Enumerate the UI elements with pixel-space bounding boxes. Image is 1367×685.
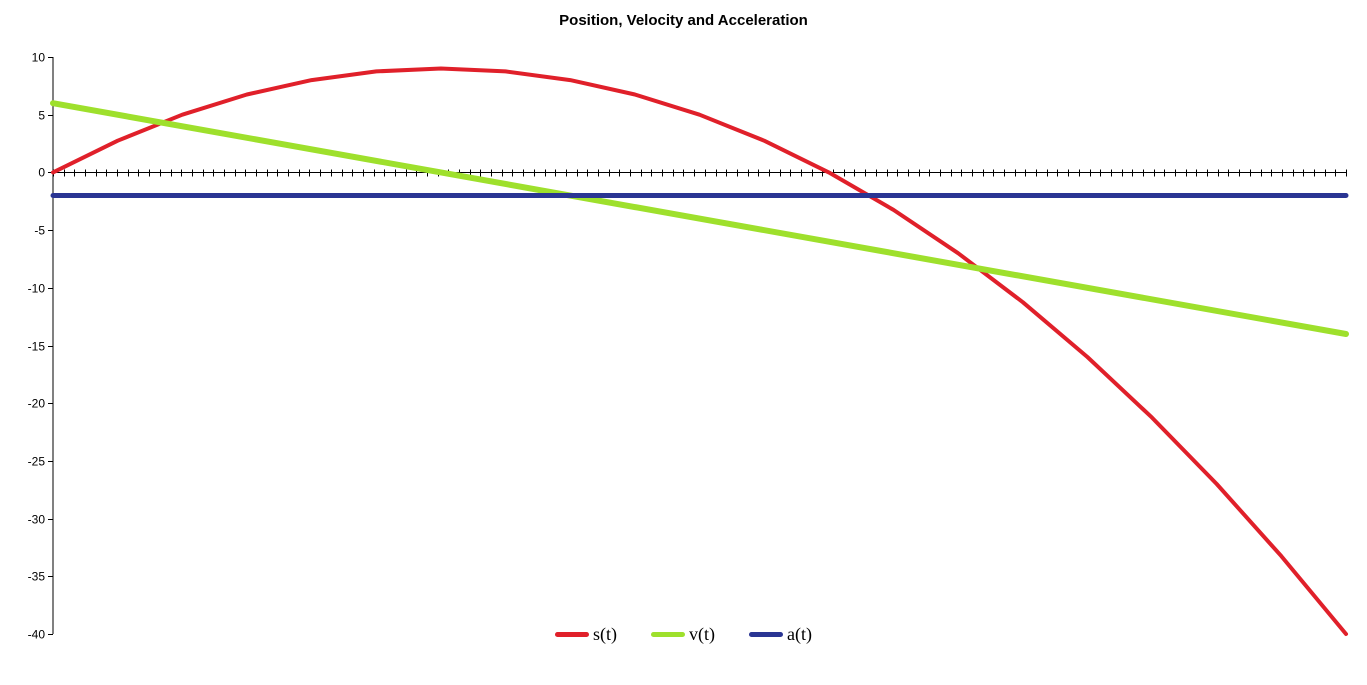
- series-line-s: [51, 66, 1348, 636]
- y-tick-label: -20: [28, 397, 46, 411]
- chart-title: Position, Velocity and Acceleration: [559, 12, 808, 29]
- y-tick-label: -10: [28, 282, 46, 296]
- y-tick-label: -35: [28, 570, 46, 584]
- legend-item-s: s(t): [555, 624, 617, 645]
- legend-item-v: v(t): [651, 624, 715, 645]
- legend-swatch-s: [555, 632, 589, 637]
- y-tick-label: -25: [28, 455, 46, 469]
- legend-swatch-a: [749, 632, 783, 637]
- legend-item-a: a(t): [749, 624, 812, 645]
- legend-swatch-v: [651, 632, 685, 637]
- legend-label-s: s(t): [593, 624, 617, 644]
- y-tick-label: 10: [32, 51, 46, 65]
- legend-label-a: a(t): [787, 624, 812, 644]
- chart-legend: s(t) v(t) a(t): [0, 624, 1367, 645]
- y-tick-label: -5: [34, 224, 45, 238]
- series-line-v: [50, 100, 1349, 337]
- y-tick-label: -30: [28, 513, 46, 527]
- y-tick-label: -40: [28, 628, 46, 642]
- y-tick-label: 5: [38, 109, 45, 123]
- y-tick-label: 0: [38, 166, 45, 180]
- legend-label-v: v(t): [689, 624, 715, 644]
- y-tick-label: -15: [28, 340, 46, 354]
